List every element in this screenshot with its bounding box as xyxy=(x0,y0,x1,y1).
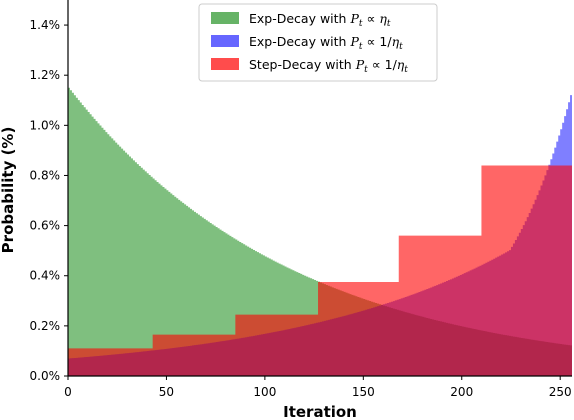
y-tick-label: 1.4% xyxy=(30,18,61,32)
y-tick-label: 0.2% xyxy=(30,319,61,333)
x-tick-label: 250 xyxy=(549,385,572,399)
legend-label-2: Exp-Decay with Pt ∝ 1/ηt xyxy=(249,34,403,52)
y-axis-title: Probability (%) xyxy=(0,127,17,254)
y-tick-label: 1.0% xyxy=(30,118,61,132)
plot-area xyxy=(68,87,572,376)
x-tick-label: 100 xyxy=(253,385,276,399)
legend: Exp-Decay with Pt ∝ ηt Exp-Decay with Pt … xyxy=(198,3,438,82)
y-tick-label: 0.8% xyxy=(30,168,61,182)
series-area-3 xyxy=(68,165,572,376)
legend-swatch-1 xyxy=(211,12,239,24)
axes: 0 50 100 150 200 250 0.0% 0.2% 0.4% 0.6% 0.8% 1.0% 1… xyxy=(30,0,572,399)
legend-label-1: Exp-Decay with Pt ∝ ηt xyxy=(249,11,391,29)
x-tick-label: 200 xyxy=(450,385,473,399)
legend-box xyxy=(198,3,438,82)
x-tick-label: 50 xyxy=(159,385,174,399)
y-tick-label: 1.2% xyxy=(30,68,61,82)
x-tick-label: 150 xyxy=(352,385,375,399)
legend-swatch-3 xyxy=(211,58,239,70)
y-tick-label: 0.4% xyxy=(30,269,61,283)
y-tick-label: 0.0% xyxy=(30,369,61,383)
x-axis-title: Iteration xyxy=(283,403,357,420)
y-tick-label: 0.6% xyxy=(30,219,61,233)
legend-label-3: Step-Decay with Pt ∝ 1/ηt xyxy=(249,57,408,75)
series-area-1 xyxy=(68,87,572,376)
x-tick-label: 0 xyxy=(64,385,72,399)
legend-swatch-2 xyxy=(211,35,239,47)
